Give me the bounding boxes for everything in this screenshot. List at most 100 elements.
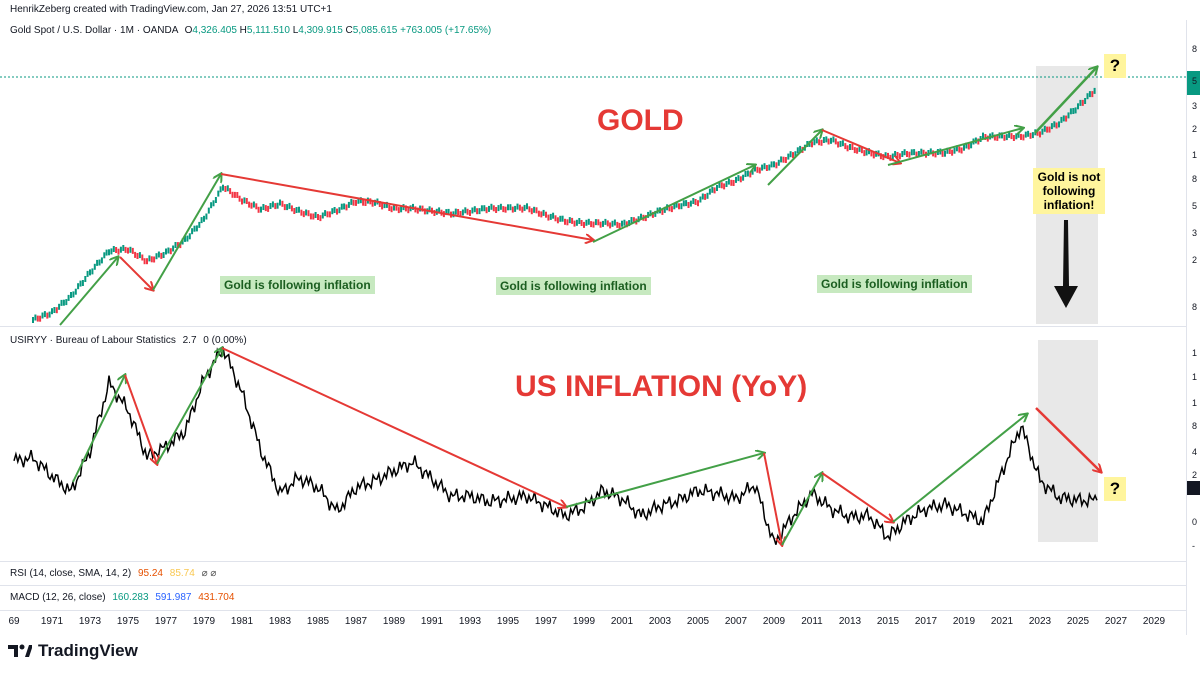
gold-candle	[545, 211, 547, 218]
gold-candle	[231, 191, 234, 198]
rsi-legend[interactable]: RSI (14, close, SMA, 14, 2) 95.24 85.74 …	[10, 568, 216, 579]
gold-candle	[906, 151, 908, 157]
pane-separator[interactable]	[0, 326, 1186, 327]
gold-candle	[678, 203, 680, 210]
gold-close-value: 5,085.615	[352, 25, 398, 36]
gold-candle	[851, 144, 854, 150]
time-axis-tick: 2005	[686, 616, 710, 627]
gold-candle	[1036, 129, 1039, 136]
time-axis-tick: 1985	[306, 616, 330, 627]
gold-candle	[675, 201, 678, 208]
gold-scale-tick: 2	[1192, 124, 1198, 134]
gold-candle	[815, 137, 818, 144]
gold-arrow-down	[119, 256, 153, 290]
inflation-arrow-up	[565, 453, 764, 508]
gold-candle	[276, 202, 279, 209]
gold-candle	[454, 208, 457, 215]
gold-candle	[238, 195, 241, 202]
gold-candle	[592, 221, 595, 228]
gold-candle	[359, 197, 362, 204]
gold-candle	[112, 246, 115, 252]
gold-candle	[279, 199, 281, 206]
gold-candle	[207, 207, 210, 214]
gold-candle	[1027, 130, 1030, 137]
gold-candle	[319, 215, 322, 222]
pane-separator[interactable]	[0, 561, 1186, 562]
gold-candle	[46, 312, 49, 319]
gold-candle	[155, 253, 158, 260]
gold-candle	[704, 193, 707, 200]
gold-candle	[526, 203, 528, 210]
inflation-legend[interactable]: USIRYY · Bureau of Labour Statistics 2.7…	[10, 335, 247, 346]
time-axis-tick: 2023	[1028, 616, 1052, 627]
gold-candle	[262, 204, 265, 210]
gold-legend[interactable]: Gold Spot / U.S. Dollar · 1M · OANDA O4,…	[10, 25, 491, 36]
gold-candle	[1084, 98, 1087, 104]
gold-candle	[397, 207, 400, 214]
gold-candle	[1020, 133, 1022, 140]
inflation-arrow-down	[124, 374, 157, 464]
gold-candle	[62, 299, 65, 306]
gold-candle	[516, 203, 519, 210]
time-axis-tick: 2013	[838, 616, 862, 627]
macd-legend[interactable]: MACD (12, 26, close) 160.283 591.987 431…	[10, 592, 234, 603]
gold-candle	[711, 186, 714, 193]
gold-symbol: Gold Spot / U.S. Dollar · 1M · OANDA	[10, 25, 178, 36]
gold-candle	[480, 205, 483, 212]
gold-candle	[963, 144, 965, 151]
gold-candle	[737, 175, 740, 182]
gold-candle	[687, 202, 690, 208]
inflation-symbol: USIRYY · Bureau of Labour Statistics	[10, 335, 176, 346]
gold-candle	[471, 207, 474, 214]
gold-candle	[792, 152, 794, 159]
gold-candle	[625, 221, 628, 228]
gold-candle	[718, 181, 721, 188]
tradingview-logo[interactable]: TradingView	[8, 641, 138, 661]
gold-candle	[1062, 115, 1065, 122]
gold-candle	[511, 206, 514, 213]
pane-separator[interactable]	[0, 610, 1186, 611]
gold-candle	[79, 280, 82, 287]
gold-candle	[727, 178, 730, 185]
gold-candle	[67, 294, 70, 301]
gold-candle	[165, 248, 167, 255]
gold-candle	[789, 151, 792, 158]
gold-candle	[894, 151, 897, 157]
gold-candle	[257, 206, 260, 213]
gold-candle	[573, 220, 576, 227]
gold-candle	[668, 205, 671, 212]
pane-separator[interactable]	[0, 585, 1186, 586]
gold-candle	[205, 213, 208, 220]
gold-candle	[466, 208, 469, 215]
gold-candle	[157, 251, 160, 258]
gold-candle	[212, 200, 215, 207]
gold-arrow-down	[821, 129, 900, 163]
gold-candle	[1074, 107, 1077, 114]
not-following-line: following	[1042, 184, 1096, 198]
gold-candle	[1001, 132, 1003, 139]
not-following-line: Gold is not	[1037, 170, 1101, 184]
time-axis-tick: 69	[8, 616, 20, 627]
chart-credit: HenrikZeberg created with TradingView.co…	[10, 4, 332, 15]
gold-candle	[217, 190, 220, 197]
gold-candle	[991, 132, 994, 139]
time-axis-tick: 1981	[230, 616, 254, 627]
gold-candle	[1046, 126, 1049, 133]
gold-candle	[1029, 132, 1032, 139]
gold-candle	[1017, 131, 1020, 138]
inflation-scale-tick: 8	[1192, 421, 1198, 431]
gold-candle	[568, 217, 571, 224]
gold-candle	[984, 134, 987, 140]
gold-candle	[535, 207, 538, 214]
gold-candle	[167, 247, 170, 254]
gold-candle	[1069, 108, 1072, 115]
gold-candle	[65, 299, 68, 306]
gold-candle	[172, 245, 175, 252]
time-axis-tick: 2003	[648, 616, 672, 627]
gold-candle	[537, 210, 540, 217]
gold-candle	[162, 252, 165, 258]
gold-candle	[321, 212, 324, 219]
gold-candle	[590, 221, 593, 228]
gold-candle	[499, 203, 502, 210]
